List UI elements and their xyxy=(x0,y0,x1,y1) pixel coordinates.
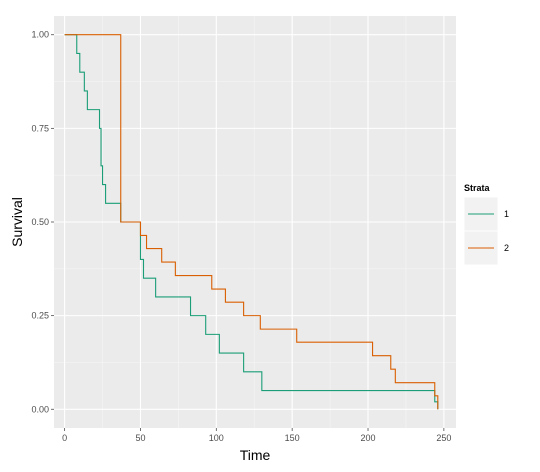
y-axis-title: Survival xyxy=(9,197,25,247)
series-1-line xyxy=(64,34,439,410)
x-tick-label: 250 xyxy=(436,433,451,443)
y-tick-label: 1.00 xyxy=(31,30,49,40)
series-layer xyxy=(64,34,439,410)
legend-label-1: 1 xyxy=(504,209,509,219)
y-tick-label: 0.75 xyxy=(31,123,49,133)
x-tick-label: 200 xyxy=(360,433,375,443)
legend-title: Strata xyxy=(464,183,491,193)
legend-label-2: 2 xyxy=(504,243,509,253)
y-tick-label: 0.50 xyxy=(31,217,49,227)
y-tick-label: 0.25 xyxy=(31,311,49,321)
y-tick-label: 0.00 xyxy=(31,404,49,414)
x-tick-label: 50 xyxy=(135,433,145,443)
x-axis-title: Time xyxy=(240,447,271,463)
y-axis: 0.00 0.25 0.50 0.75 1.00 xyxy=(31,30,54,414)
x-axis: 0 50 100 150 200 250 xyxy=(62,428,451,443)
x-tick-label: 0 xyxy=(62,433,67,443)
x-tick-label: 100 xyxy=(209,433,224,443)
x-tick-label: 150 xyxy=(285,433,300,443)
legend: Strata 1 2 xyxy=(463,183,509,266)
series-2-line xyxy=(64,34,439,410)
